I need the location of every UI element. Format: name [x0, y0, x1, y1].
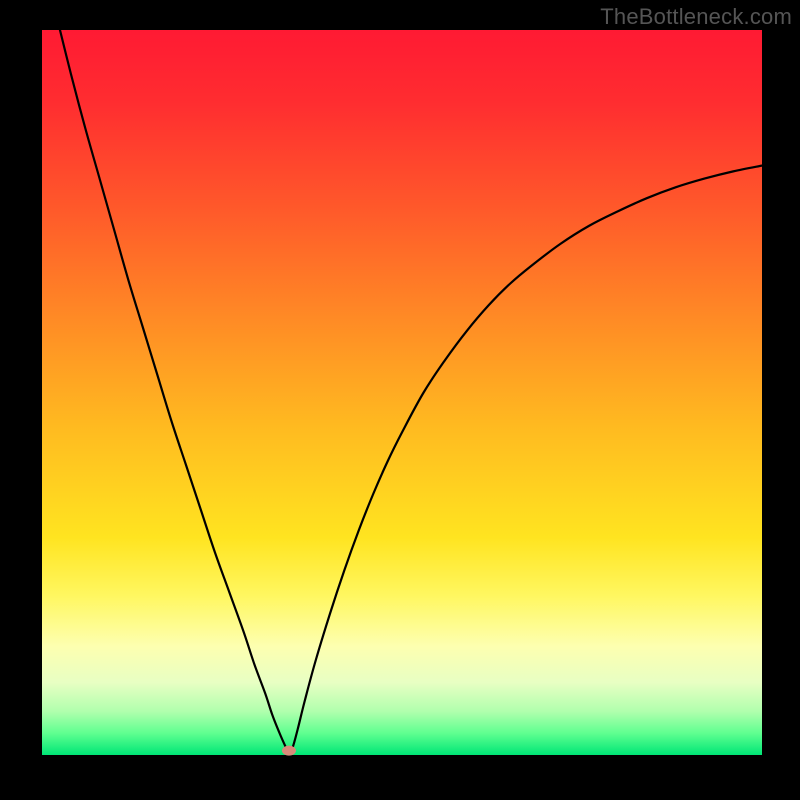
bottleneck-chart — [0, 0, 800, 800]
watermark-text: TheBottleneck.com — [600, 4, 792, 30]
chart-container: TheBottleneck.com — [0, 0, 800, 800]
plot-background — [42, 30, 762, 755]
optimal-point-marker — [282, 746, 296, 756]
